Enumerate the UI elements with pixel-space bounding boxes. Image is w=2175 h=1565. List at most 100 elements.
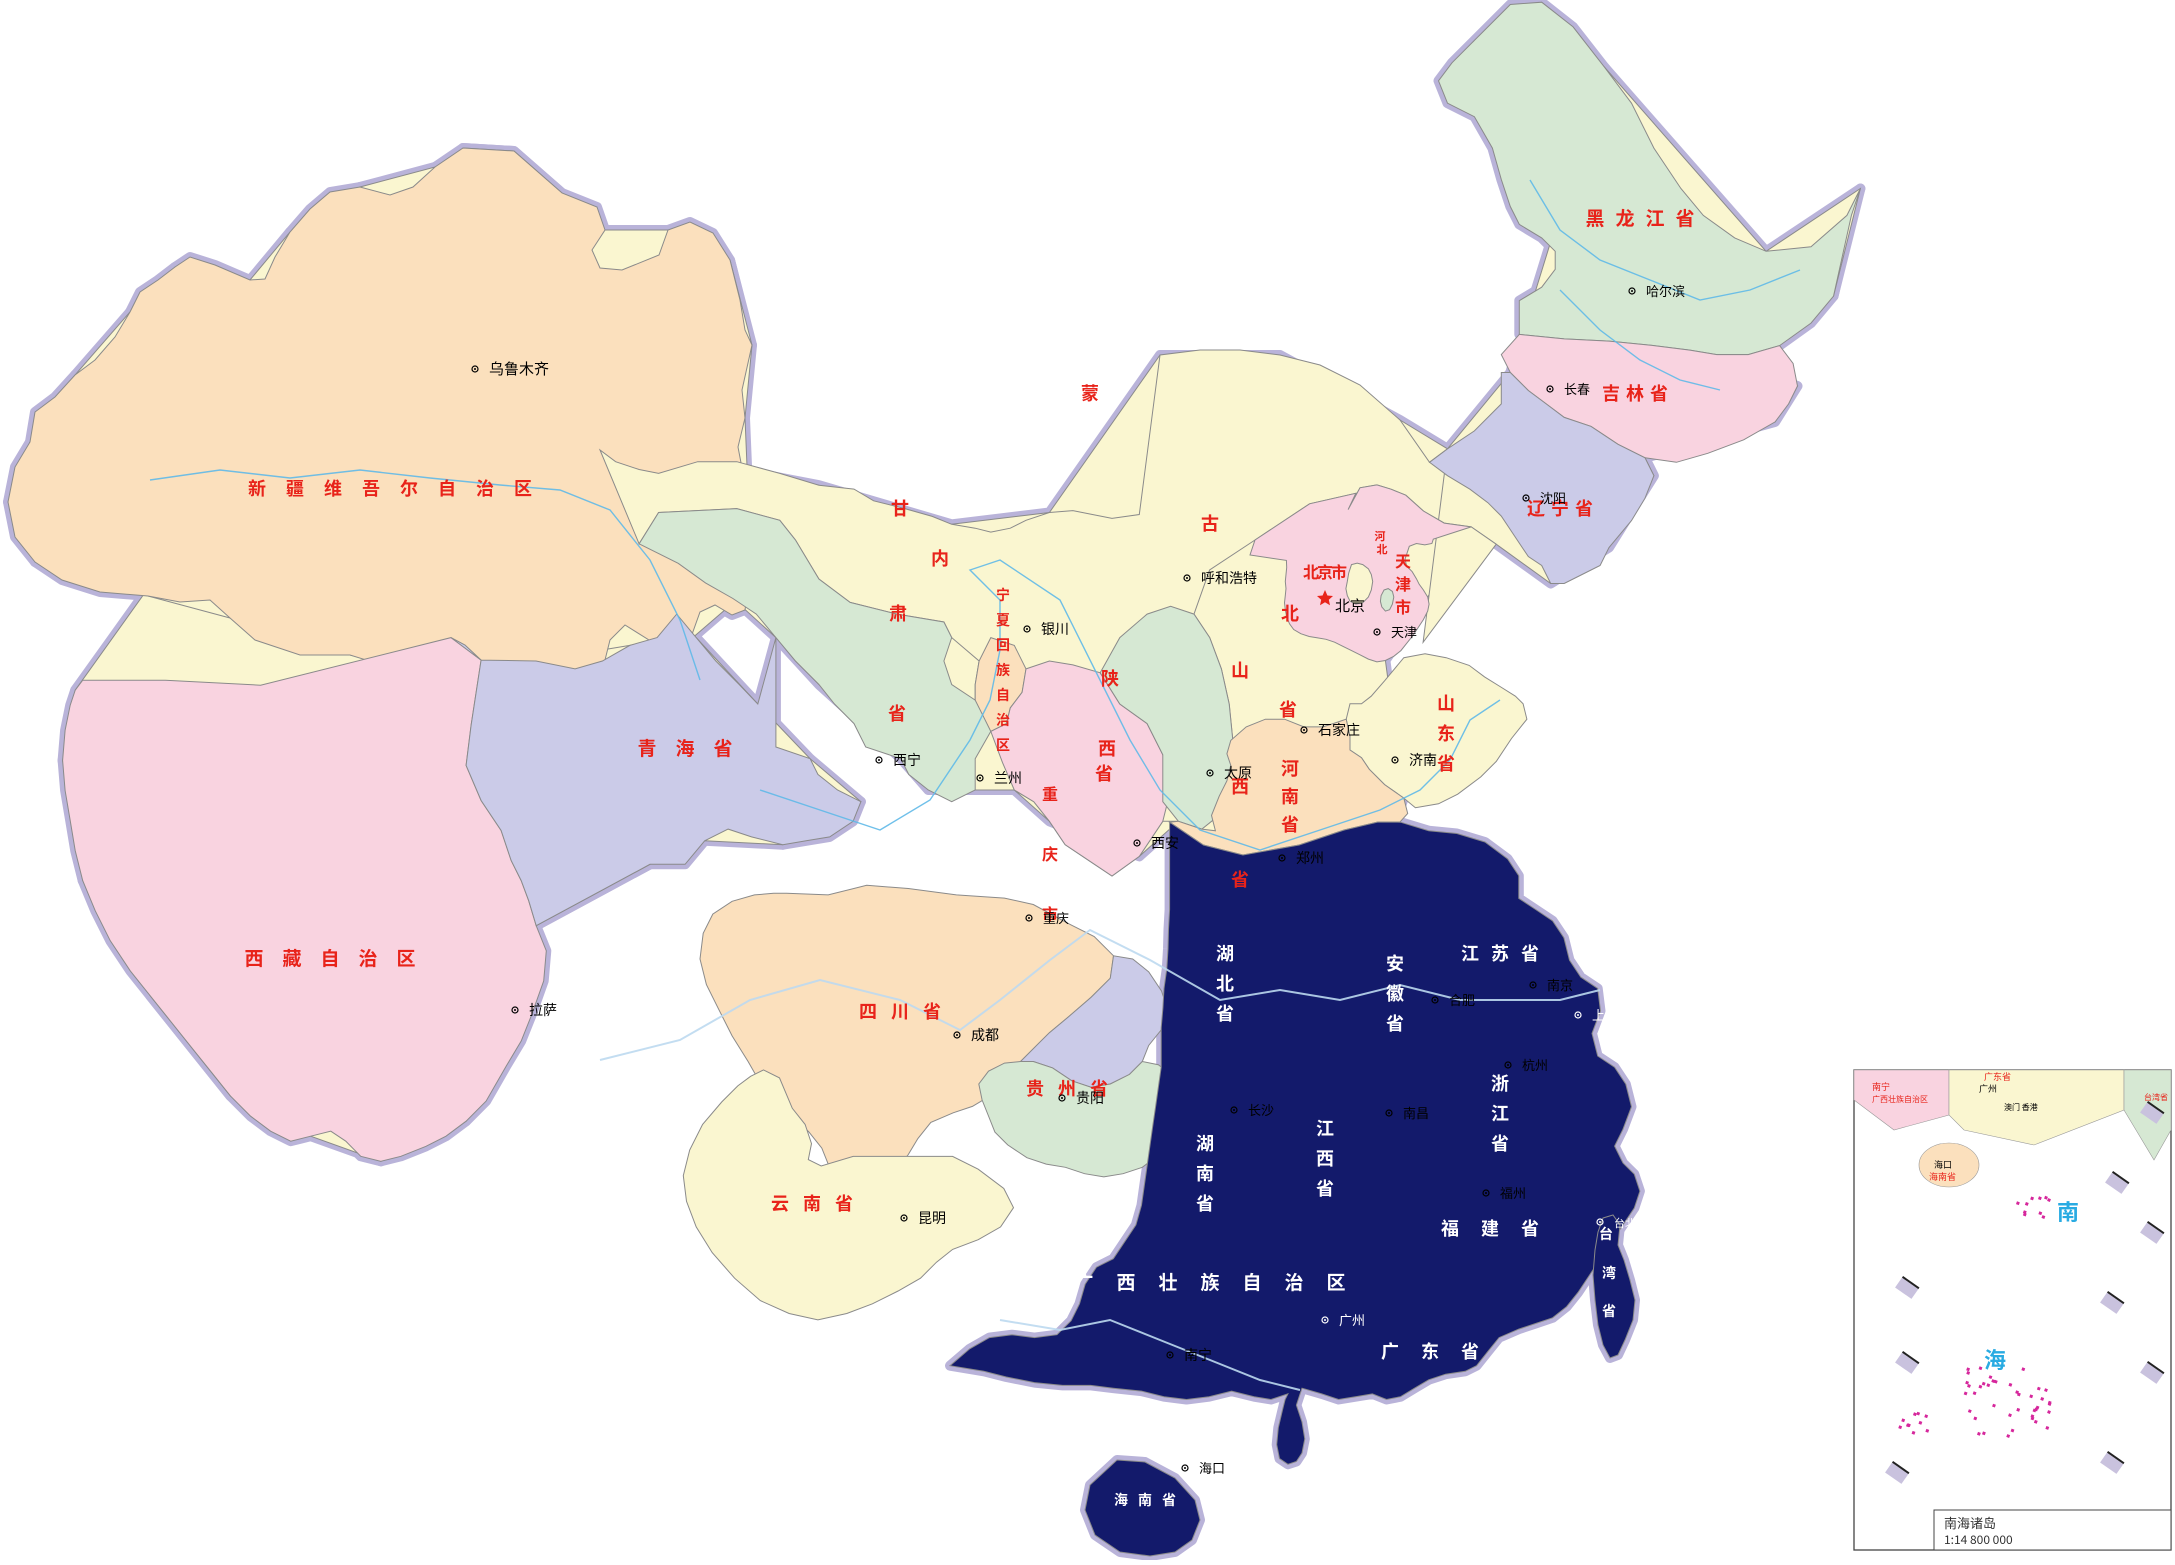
svg-text:湾: 湾 — [1602, 1263, 1616, 1283]
svg-text:贵阳: 贵阳 — [1076, 1088, 1104, 1108]
svg-text:南: 南 — [2057, 1195, 2079, 1227]
svg-text:海口: 海口 — [1199, 1458, 1225, 1477]
svg-text:北京: 北京 — [1335, 595, 1365, 616]
svg-text:1:14 800 000: 1:14 800 000 — [1944, 1531, 2013, 1548]
svg-text:台北: 台北 — [1614, 1215, 1636, 1231]
svg-text:长春: 长春 — [1564, 379, 1590, 398]
svg-text:省: 省 — [1386, 1010, 1404, 1036]
svg-text:西宁: 西宁 — [893, 750, 921, 770]
svg-text:省: 省 — [1095, 760, 1113, 786]
svg-text:江: 江 — [1316, 1115, 1334, 1141]
svg-text:川: 川 — [891, 998, 909, 1024]
svg-text:回: 回 — [996, 635, 1010, 655]
svg-text:合肥: 合肥 — [1449, 990, 1475, 1009]
svg-text:广州: 广州 — [1339, 1310, 1365, 1329]
svg-text:广西壮族自治区: 广西壮族自治区 — [1872, 1094, 1928, 1105]
svg-text:湖: 湖 — [1216, 940, 1234, 966]
svg-text:肃: 肃 — [889, 600, 907, 626]
svg-text:吉林省: 吉林省 — [1602, 380, 1668, 406]
svg-text:北京市: 北京市 — [1303, 559, 1347, 583]
svg-text:省: 省 — [1216, 1000, 1234, 1026]
svg-text:省: 省 — [835, 1190, 853, 1216]
svg-text:福州: 福州 — [1500, 1183, 1526, 1202]
svg-text:区: 区 — [996, 735, 1010, 755]
svg-text:省: 省 — [1231, 866, 1249, 892]
svg-text:陕: 陕 — [1101, 665, 1119, 691]
svg-text:台湾省: 台湾省 — [2144, 1092, 2168, 1103]
svg-text:广州: 广州 — [1979, 1082, 1997, 1095]
svg-text:山: 山 — [1231, 657, 1249, 683]
svg-text:津: 津 — [1395, 571, 1411, 595]
svg-text:成都: 成都 — [971, 1025, 999, 1045]
svg-text:南: 南 — [1196, 1160, 1214, 1186]
svg-text:长沙: 长沙 — [1248, 1100, 1274, 1119]
svg-text:北: 北 — [1377, 541, 1388, 557]
svg-text:治: 治 — [996, 710, 1010, 730]
svg-text:石家庄: 石家庄 — [1318, 720, 1360, 740]
svg-text:内: 内 — [931, 545, 949, 571]
svg-text:省: 省 — [888, 700, 906, 726]
svg-text:海南省: 海南省 — [1929, 1170, 1956, 1183]
svg-text:台: 台 — [1599, 1224, 1613, 1244]
svg-text:东: 东 — [1437, 720, 1455, 746]
svg-text:云: 云 — [771, 1190, 789, 1216]
svg-text:浙: 浙 — [1491, 1070, 1509, 1096]
svg-text:安: 安 — [1386, 950, 1404, 976]
svg-text:南宁: 南宁 — [1872, 1080, 1890, 1093]
svg-text:兰州: 兰州 — [994, 768, 1022, 788]
svg-text:郑州: 郑州 — [1296, 848, 1324, 868]
svg-text:江苏省: 江苏省 — [1461, 940, 1539, 966]
svg-text:市: 市 — [1395, 594, 1411, 618]
svg-text:福建省: 福建省 — [1441, 1215, 1539, 1241]
svg-text:蒙: 蒙 — [1081, 380, 1099, 406]
svg-text:州: 州 — [1058, 1075, 1076, 1101]
svg-text:南京: 南京 — [1547, 975, 1573, 994]
svg-text:山: 山 — [1437, 690, 1455, 716]
svg-text:庆: 庆 — [1042, 841, 1058, 865]
svg-text:省: 省 — [1491, 1130, 1509, 1156]
svg-text:河: 河 — [1281, 755, 1299, 781]
svg-text:重庆: 重庆 — [1043, 908, 1069, 927]
svg-text:夏: 夏 — [996, 610, 1010, 630]
svg-text:天津: 天津 — [1391, 622, 1417, 641]
svg-text:自: 自 — [996, 685, 1010, 705]
svg-text:昆明: 昆明 — [918, 1208, 946, 1228]
svg-text:济南: 济南 — [1409, 750, 1437, 770]
svg-text:省: 省 — [1281, 811, 1299, 837]
svg-text:海南省: 海南省 — [1114, 1490, 1176, 1510]
svg-text:海: 海 — [1984, 1343, 2006, 1375]
svg-text:族: 族 — [996, 660, 1010, 680]
svg-text:西: 西 — [1316, 1145, 1334, 1171]
svg-text:南海诸岛: 南海诸岛 — [1944, 1513, 1996, 1532]
svg-text:湖: 湖 — [1196, 1130, 1214, 1156]
svg-text:省: 省 — [1279, 696, 1297, 722]
svg-text:银川: 银川 — [1041, 619, 1069, 639]
svg-text:四: 四 — [859, 998, 877, 1024]
svg-text:广东省: 广东省 — [1381, 1338, 1479, 1364]
svg-text:省: 省 — [1316, 1175, 1334, 1201]
svg-text:省: 省 — [923, 998, 941, 1024]
svg-text:太原: 太原 — [1224, 763, 1252, 783]
svg-text:乌鲁木齐: 乌鲁木齐 — [489, 358, 549, 379]
svg-text:江: 江 — [1491, 1100, 1509, 1126]
svg-text:南宁: 南宁 — [1184, 1345, 1212, 1365]
svg-text:天: 天 — [1395, 548, 1411, 572]
svg-text:上海: 上海 — [1592, 1005, 1618, 1024]
svg-text:省: 省 — [1602, 1301, 1616, 1321]
svg-text:西: 西 — [1098, 735, 1116, 761]
svg-text:甘: 甘 — [891, 495, 909, 521]
svg-text:北: 北 — [1281, 600, 1299, 626]
svg-text:杭州: 杭州 — [1522, 1055, 1548, 1074]
svg-text:呼和浩特: 呼和浩特 — [1201, 568, 1257, 588]
svg-text:省: 省 — [1196, 1190, 1214, 1216]
svg-text:北: 北 — [1216, 970, 1234, 996]
svg-text:古: 古 — [1201, 510, 1219, 536]
svg-text:西安: 西安 — [1151, 833, 1179, 853]
svg-text:南昌: 南昌 — [1403, 1103, 1429, 1122]
svg-text:宁: 宁 — [996, 585, 1010, 605]
svg-text:徽: 徽 — [1386, 980, 1404, 1006]
svg-text:省: 省 — [1437, 750, 1455, 776]
svg-text:哈尔滨: 哈尔滨 — [1646, 281, 1685, 300]
svg-text:南: 南 — [1281, 783, 1299, 809]
svg-text:沈阳: 沈阳 — [1540, 488, 1566, 507]
